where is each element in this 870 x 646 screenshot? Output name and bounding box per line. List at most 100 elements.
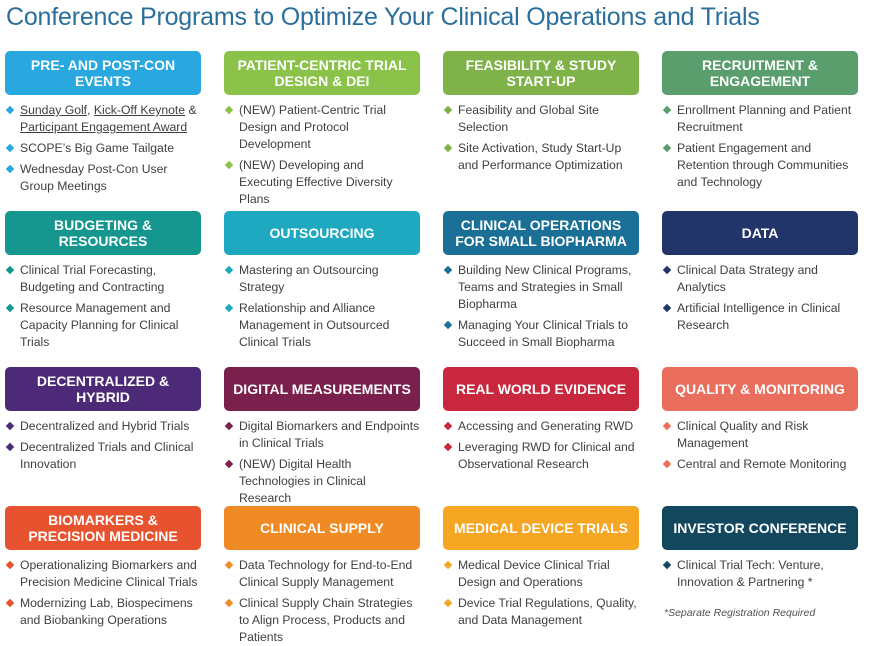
track-header[interactable]: OUTSOURCING — [224, 211, 420, 255]
separator-text: & — [185, 103, 197, 117]
track-items: Operationalizing Biomarkers and Precisio… — [5, 557, 201, 629]
track-item-label: Decentralized and Hybrid Trials — [20, 419, 190, 433]
track-header[interactable]: QUALITY & MONITORING — [662, 367, 858, 411]
track-items: Decentralized and Hybrid Trials Decentral… — [5, 418, 201, 473]
track-biomarkers-and-precision-medicine: BIOMARKERS & PRECISION MEDICINE Operation… — [5, 506, 201, 629]
track-item: Leveraging RWD for Clinical and Observat… — [443, 439, 639, 473]
track-item-label: Device Trial Regulations, Quality, and D… — [458, 596, 637, 627]
track-clinical-operations-for-small-biopharma: CLINICAL OPERATIONS FOR SMALL BIOPHARMA B… — [443, 211, 639, 351]
event-link[interactable]: Sunday Golf — [20, 103, 88, 117]
diamond-bullet-icon — [443, 105, 453, 115]
diamond-bullet-icon — [662, 459, 672, 469]
track-items: Clinical Trial Tech: Venture, Innovation… — [662, 557, 858, 591]
track-header[interactable]: MEDICAL DEVICE TRIALS — [443, 506, 639, 550]
track-item: Clinical Trial Forecasting, Budgeting an… — [5, 262, 201, 296]
track-feasibility-and-study-start-up: FEASIBILITY & STUDY START-UP Feasibility … — [443, 51, 639, 174]
track-item: Decentralized and Hybrid Trials — [5, 418, 201, 435]
track-header[interactable]: BIOMARKERS & PRECISION MEDICINE — [5, 506, 201, 550]
track-item-label: (NEW) Developing and Executing Effective… — [239, 158, 393, 206]
track-item: Building New Clinical Programs, Teams an… — [443, 262, 639, 313]
track-item-label: Artificial Intelligence in Clinical Rese… — [677, 301, 841, 332]
track-item-label: Data Technology for End-to-End Clinical … — [239, 558, 413, 589]
track-outsourcing: OUTSOURCING Mastering an Outsourcing Stra… — [224, 211, 420, 351]
track-items: Building New Clinical Programs, Teams an… — [443, 262, 639, 351]
track-item: Managing Your Clinical Trials to Succeed… — [443, 317, 639, 351]
diamond-bullet-icon — [224, 160, 234, 170]
track-item-label: Feasibility and Global Site Selection — [458, 103, 599, 134]
track-budgeting-and-resources: BUDGETING & RESOURCES Clinical Trial Fore… — [5, 211, 201, 351]
track-item-label: Modernizing Lab, Biospecimens and Bioban… — [20, 596, 193, 627]
track-header[interactable]: DIGITAL MEASUREMENTS — [224, 367, 420, 411]
track-item-label: Wednesday Post-Con User Group Meetings — [20, 162, 168, 193]
track-item: Accessing and Generating RWD — [443, 418, 639, 435]
diamond-bullet-icon — [5, 598, 15, 608]
track-item: (NEW) Digital Health Technologies in Cli… — [224, 456, 420, 507]
page-title: Conference Programs to Optimize Your Cli… — [6, 3, 760, 31]
track-item: Clinical Quality and Risk Management — [662, 418, 858, 452]
diamond-bullet-icon — [224, 598, 234, 608]
track-header[interactable]: CLINICAL OPERATIONS FOR SMALL BIOPHARMA — [443, 211, 639, 255]
track-item: (NEW) Developing and Executing Effective… — [224, 157, 420, 208]
track-item-label: Patient Engagement and Retention through… — [677, 141, 849, 189]
track-data: DATA Clinical Data Strategy and Analytics… — [662, 211, 858, 334]
diamond-bullet-icon — [5, 105, 15, 115]
track-item-label: Digital Biomarkers and Endpoints in Clin… — [239, 419, 420, 450]
track-item: Mastering an Outsourcing Strategy — [224, 262, 420, 296]
event-link[interactable]: Kick-Off Keynote — [93, 103, 186, 117]
track-item-label: Mastering an Outsourcing Strategy — [239, 263, 379, 294]
track-items: Medical Device Clinical Trial Design and… — [443, 557, 639, 629]
track-header[interactable]: DATA — [662, 211, 858, 255]
diamond-bullet-icon — [5, 265, 15, 275]
track-header[interactable]: INVESTOR CONFERENCE — [662, 506, 858, 550]
diamond-bullet-icon — [5, 442, 15, 452]
track-item-label: Clinical Data Strategy and Analytics — [677, 263, 818, 294]
track-header[interactable]: FEASIBILITY & STUDY START-UP — [443, 51, 639, 95]
track-item: Device Trial Regulations, Quality, and D… — [443, 595, 639, 629]
track-header[interactable]: CLINICAL SUPPLY — [224, 506, 420, 550]
track-header[interactable]: REAL WORLD EVIDENCE — [443, 367, 639, 411]
diamond-bullet-icon — [443, 442, 453, 452]
track-recruitment-and-engagement: RECRUITMENT & ENGAGEMENT Enrollment Plann… — [662, 51, 858, 191]
track-item-label: (NEW) Patient-Centric Trial Design and P… — [239, 103, 386, 151]
track-items: Sunday Golf, Kick-Off Keynote & Particip… — [5, 102, 201, 195]
diamond-bullet-icon — [662, 421, 672, 431]
diamond-bullet-icon — [662, 303, 672, 313]
track-header[interactable]: BUDGETING & RESOURCES — [5, 211, 201, 255]
track-items: Digital Biomarkers and Endpoints in Clin… — [224, 418, 420, 507]
diamond-bullet-icon — [662, 143, 672, 153]
event-link[interactable]: Participant Engagement Award — [20, 120, 188, 134]
footnote: *Separate Registration Required — [664, 607, 816, 619]
track-item-label: Clinical Supply Chain Strategies to Alig… — [239, 596, 413, 644]
diamond-bullet-icon — [224, 459, 234, 469]
track-decentralized-and-hybrid: DECENTRALIZED & HYBRID Decentralized and … — [5, 367, 201, 473]
separator-text: , — [87, 103, 94, 117]
track-items: Feasibility and Global Site Selection Sit… — [443, 102, 639, 174]
track-item: Modernizing Lab, Biospecimens and Bioban… — [5, 595, 201, 629]
track-item-label: Enrollment Planning and Patient Recruitm… — [677, 103, 852, 134]
track-item-label: Relationship and Alliance Management in … — [239, 301, 390, 349]
track-item: Sunday Golf, Kick-Off Keynote & Particip… — [5, 102, 201, 136]
track-real-world-evidence: REAL WORLD EVIDENCE Accessing and Generat… — [443, 367, 639, 473]
track-header[interactable]: PRE- AND POST-CON EVENTS — [5, 51, 201, 95]
diamond-bullet-icon — [662, 560, 672, 570]
track-medical-device-trials: MEDICAL DEVICE TRIALS Medical Device Clin… — [443, 506, 639, 629]
track-header[interactable]: DECENTRALIZED & HYBRID — [5, 367, 201, 411]
diamond-bullet-icon — [5, 143, 15, 153]
track-item: Central and Remote Monitoring — [662, 456, 858, 473]
track-item: Feasibility and Global Site Selection — [443, 102, 639, 136]
diamond-bullet-icon — [224, 303, 234, 313]
diamond-bullet-icon — [443, 320, 453, 330]
track-item: Wednesday Post-Con User Group Meetings — [5, 161, 201, 195]
track-header[interactable]: RECRUITMENT & ENGAGEMENT — [662, 51, 858, 95]
track-item-label: SCOPE’s Big Game Tailgate — [20, 141, 174, 155]
track-item: Enrollment Planning and Patient Recruitm… — [662, 102, 858, 136]
track-item: Site Activation, Study Start-Up and Perf… — [443, 140, 639, 174]
track-clinical-supply: CLINICAL SUPPLY Data Technology for End-t… — [224, 506, 420, 646]
track-header[interactable]: PATIENT-CENTRIC TRIAL DESIGN & DEI — [224, 51, 420, 95]
track-item: Patient Engagement and Retention through… — [662, 140, 858, 191]
diamond-bullet-icon — [5, 421, 15, 431]
track-quality-and-monitoring: QUALITY & MONITORING Clinical Quality and… — [662, 367, 858, 473]
track-item-label: Clinical Trial Tech: Venture, Innovation… — [677, 558, 824, 589]
track-item: SCOPE’s Big Game Tailgate — [5, 140, 201, 157]
diamond-bullet-icon — [5, 164, 15, 174]
